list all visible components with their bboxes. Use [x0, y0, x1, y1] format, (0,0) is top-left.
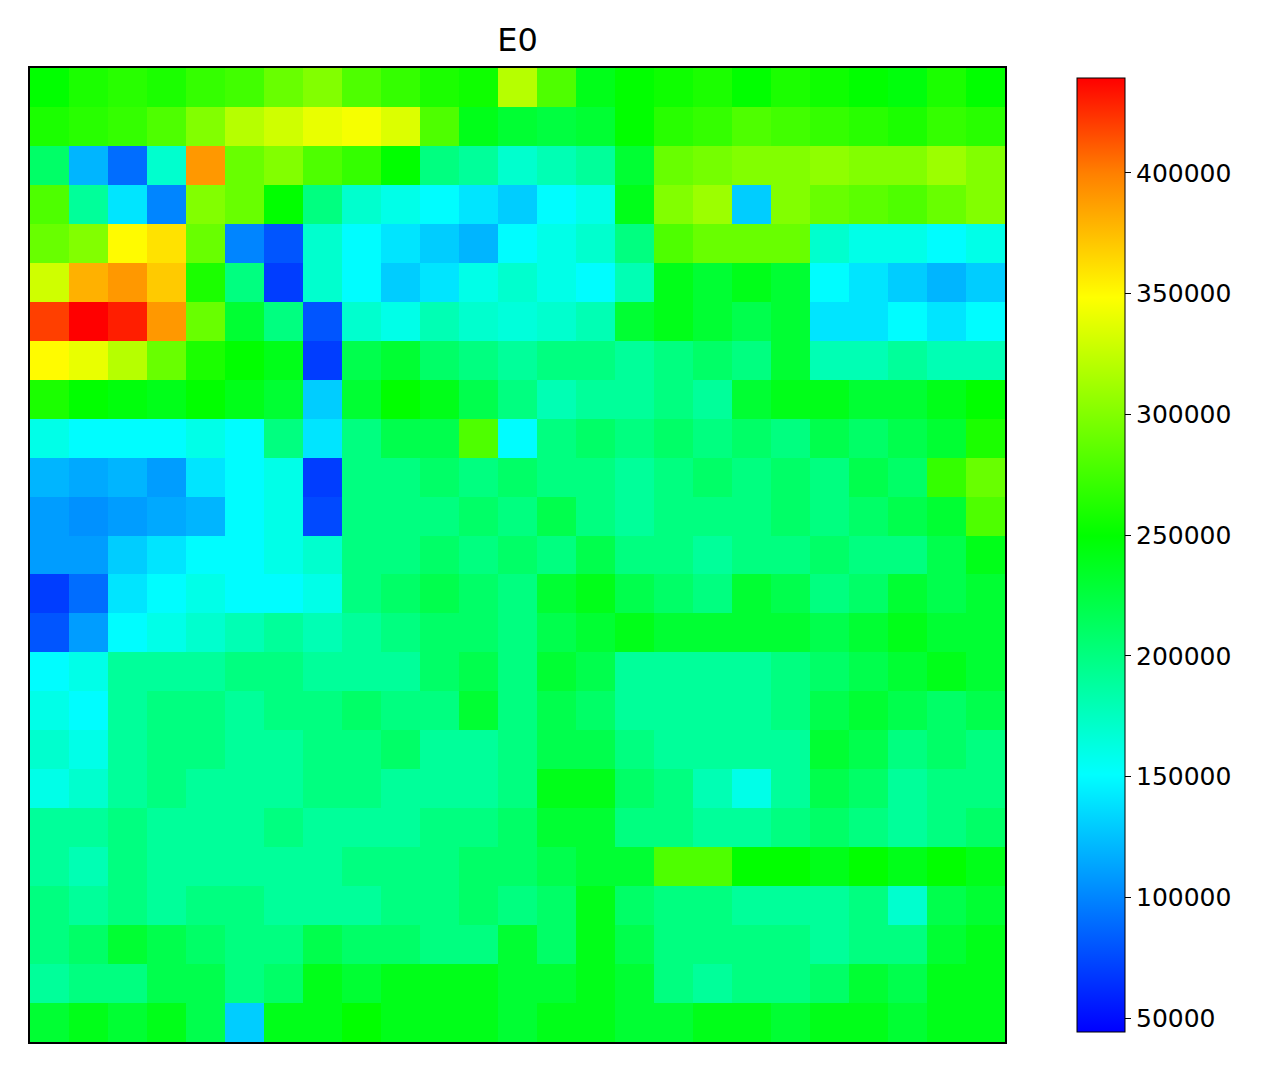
svg-text:300000: 300000	[1136, 400, 1231, 429]
svg-text:400000: 400000	[1136, 159, 1231, 188]
svg-text:50000: 50000	[1136, 1004, 1216, 1033]
svg-text:350000: 350000	[1136, 279, 1231, 308]
svg-text:150000: 150000	[1136, 762, 1231, 791]
svg-text:E0: E0	[497, 21, 538, 59]
svg-text:200000: 200000	[1136, 642, 1231, 671]
svg-text:250000: 250000	[1136, 521, 1231, 550]
svg-text:100000: 100000	[1136, 883, 1231, 912]
